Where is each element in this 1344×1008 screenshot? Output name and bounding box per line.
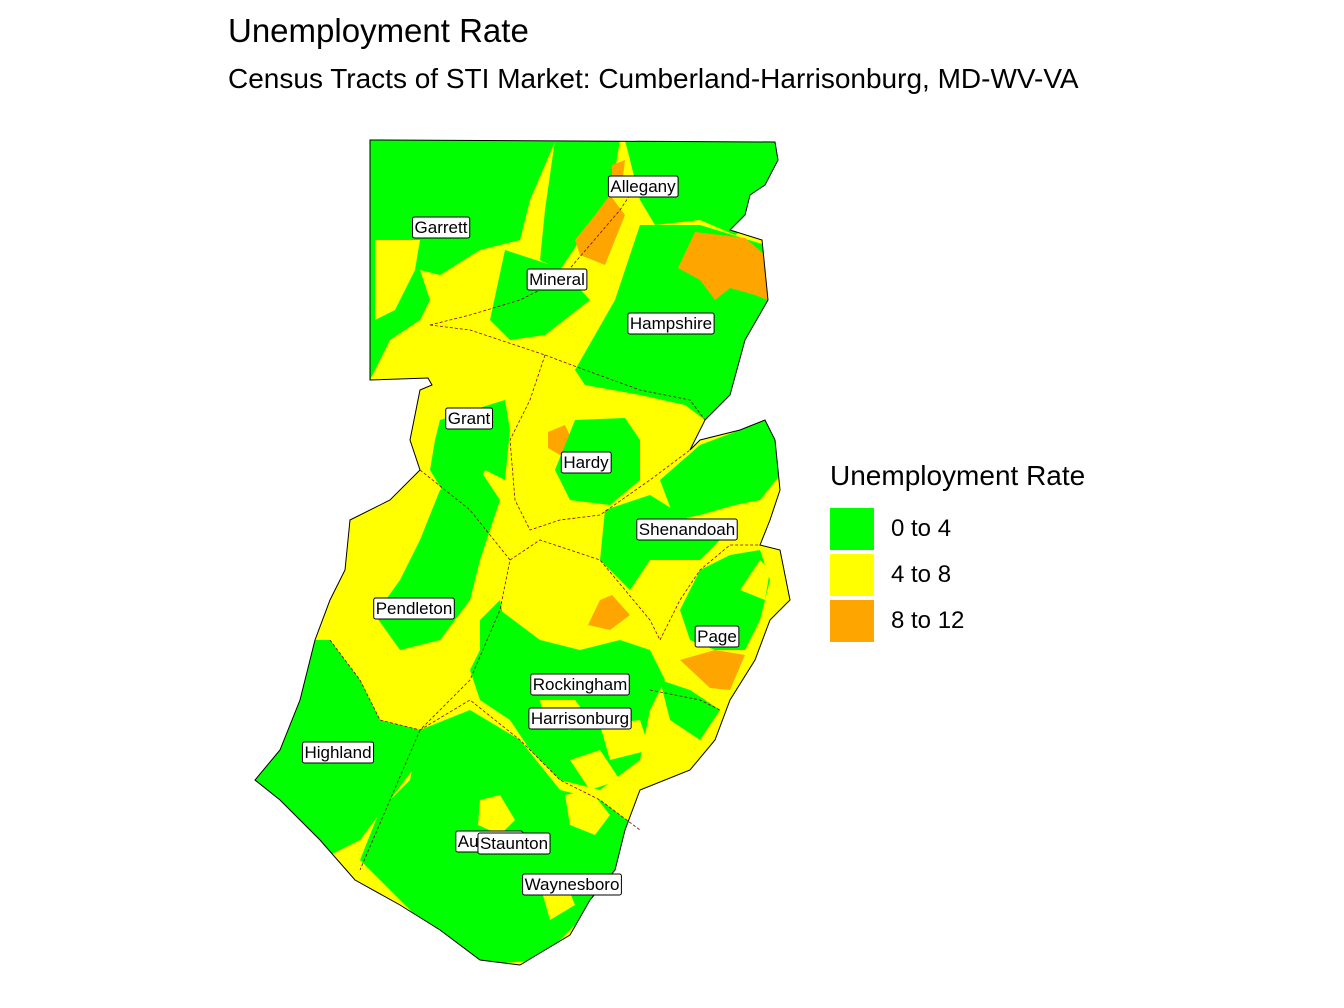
county-label: Allegany <box>607 175 679 198</box>
county-label-box <box>530 673 630 696</box>
county-label-text: Waynesboro <box>525 875 620 894</box>
county-label: Staunton <box>477 832 551 855</box>
county-label-box <box>522 873 622 896</box>
county-label: Hardy <box>560 451 612 474</box>
tract-yellow-page <box>740 560 770 600</box>
tract-green-allegany-w <box>540 140 620 270</box>
tract-green-shenandoah-s <box>600 495 720 590</box>
county-label-text: Page <box>697 627 737 646</box>
county-label-text: Allegany <box>610 177 676 196</box>
county-label-text: Hampshire <box>630 314 712 333</box>
county-label-box <box>627 312 715 335</box>
tract-yellow-garrett <box>375 240 420 320</box>
legend-swatch <box>830 600 874 642</box>
tract-orange-page <box>680 650 745 690</box>
county-label-box <box>412 216 471 239</box>
county-label-box <box>636 518 738 541</box>
county-label-box <box>445 407 494 430</box>
county-label-box <box>301 741 375 764</box>
county-label-box <box>528 707 632 730</box>
county-label-box <box>477 832 551 855</box>
tract-green-shenandoah-n <box>660 420 780 520</box>
county-label-text: Shenandoah <box>639 520 735 539</box>
county-label: Rockingham <box>530 673 630 696</box>
legend-item: 0 to 4 <box>830 506 1085 552</box>
county-label-text: Harrisonburg <box>531 709 629 728</box>
county-label: Shenandoah <box>636 518 738 541</box>
legend-item: 4 to 8 <box>830 552 1085 598</box>
county-label: Hampshire <box>627 312 715 335</box>
tract-orange-hampshire <box>678 232 768 300</box>
map-subtitle: Census Tracts of STI Market: Cumberland-… <box>228 63 1079 94</box>
tract-orange-rockingham <box>588 595 630 630</box>
map-title: Unemployment Rate <box>228 12 529 49</box>
map-legend: Unemployment Rate 0 to 4 4 to 8 8 to 12 <box>830 460 1085 644</box>
county-label-box <box>560 451 612 474</box>
tract-green-page <box>680 550 770 650</box>
legend-label: 0 to 4 <box>891 515 952 542</box>
tract-yellow-rockingham-s <box>570 750 620 790</box>
county-label-text: Hardy <box>563 453 609 472</box>
tract-green-mineral <box>490 250 590 340</box>
county-label: Harrisonburg <box>528 707 632 730</box>
legend-item: 8 to 12 <box>830 598 1085 644</box>
county-label: Pendleton <box>373 597 455 620</box>
tract-green-allegany-e <box>625 140 780 235</box>
county-label-box <box>607 175 679 198</box>
county-label: Page <box>694 625 740 648</box>
legend-title: Unemployment Rate <box>830 460 1086 491</box>
county-label-box <box>694 625 740 648</box>
county-label-text: Rockingham <box>533 675 628 694</box>
county-label-text: Mineral <box>529 270 585 289</box>
county-label-text: Grant <box>448 409 491 428</box>
county-label: Garrett <box>412 216 471 239</box>
region-outline <box>254 139 791 966</box>
county-label: Mineral <box>526 268 588 291</box>
legend-label: 4 to 8 <box>891 561 952 588</box>
legend-swatch <box>830 554 874 596</box>
county-label-box <box>526 268 588 291</box>
county-label: Waynesboro <box>522 873 622 896</box>
tract-yellow-rockingham-e <box>600 720 650 760</box>
legend-swatch <box>830 508 874 550</box>
legend-label: 8 to 12 <box>891 607 965 634</box>
county-label-box <box>373 597 455 620</box>
tract-yellow-augusta <box>478 795 515 835</box>
tract-yellow-augusta-e <box>565 790 610 835</box>
county-label-text: Pendleton <box>376 599 453 618</box>
county-label: Grant <box>445 407 494 430</box>
county-label-text: Garrett <box>415 218 468 237</box>
tract-green-garrett <box>360 140 560 380</box>
county-label: Highland <box>301 741 375 764</box>
county-label-text: Highland <box>304 743 371 762</box>
county-label-text: Staunton <box>480 834 548 853</box>
